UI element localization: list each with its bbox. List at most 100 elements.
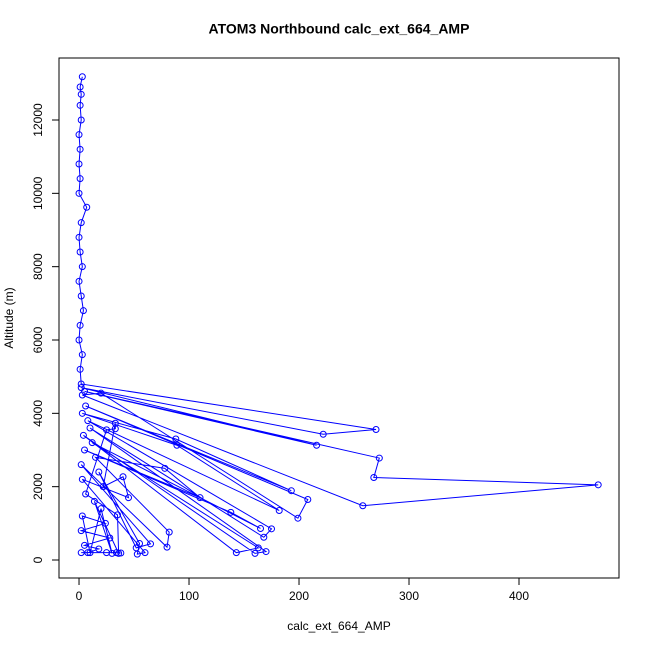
data-point <box>77 292 85 300</box>
data-point <box>133 550 141 558</box>
data-point <box>136 539 144 547</box>
data-point <box>86 549 94 557</box>
series-line <box>78 76 599 555</box>
data-point <box>84 549 92 557</box>
data-point <box>78 263 86 271</box>
data-point <box>196 494 204 502</box>
data-point <box>232 549 240 557</box>
data-point <box>76 83 84 91</box>
data-point <box>77 461 85 469</box>
y-tick-label: 6000 <box>31 326 45 353</box>
data-point <box>294 514 302 522</box>
data-point <box>86 424 94 432</box>
data-point <box>161 464 169 472</box>
data-point <box>260 533 268 541</box>
data-point <box>99 483 107 491</box>
data-point <box>125 494 133 502</box>
y-tick-label: 0 <box>31 556 45 563</box>
data-point <box>77 116 85 124</box>
data-point <box>88 439 96 447</box>
data-point <box>81 446 89 454</box>
data-point <box>76 145 84 153</box>
data-point <box>119 473 127 481</box>
data-point <box>75 131 83 139</box>
data-point <box>95 545 103 553</box>
data-point <box>77 527 85 535</box>
data-point <box>75 277 83 285</box>
data-point <box>76 248 84 256</box>
data-point <box>79 307 87 315</box>
data-point <box>112 549 120 557</box>
y-axis-label: Altitude (m) <box>2 287 16 348</box>
data-point <box>103 426 111 434</box>
y-tick-label: 8000 <box>31 253 45 280</box>
data-point <box>173 441 181 449</box>
data-point <box>75 233 83 241</box>
data-point <box>81 387 89 395</box>
data-point <box>117 549 125 557</box>
data-point <box>257 524 265 532</box>
data-point <box>78 512 86 520</box>
x-tick-label: 0 <box>76 589 83 603</box>
data-point <box>77 549 85 557</box>
data-point <box>92 453 100 461</box>
data-point <box>78 475 86 483</box>
data-point <box>319 430 327 438</box>
data-point <box>81 541 89 549</box>
data-point <box>97 389 105 397</box>
data-point <box>103 549 111 557</box>
data-point <box>90 497 98 505</box>
data-point <box>111 419 119 427</box>
y-tick-label: 2000 <box>31 473 45 500</box>
data-point <box>111 425 119 433</box>
data-point <box>372 425 380 433</box>
data-point <box>77 219 85 227</box>
data-point <box>268 525 276 533</box>
data-point <box>78 351 86 359</box>
data-point <box>262 548 270 556</box>
data-point <box>95 468 103 476</box>
data-point <box>287 487 295 495</box>
x-tick-label: 200 <box>289 589 309 603</box>
data-point <box>359 502 367 510</box>
data-point <box>304 495 312 503</box>
y-tick-label: 10000 <box>31 176 45 210</box>
data-point <box>375 454 383 462</box>
data-point <box>76 365 84 373</box>
data-point <box>313 441 321 449</box>
data-point <box>101 519 109 527</box>
data-point <box>76 175 84 183</box>
chart-title: ATOM3 Northbound calc_ext_664_AMP <box>209 21 470 37</box>
data-point <box>77 380 85 388</box>
x-tick-label: 100 <box>179 589 199 603</box>
data-point <box>163 543 171 551</box>
data-point <box>76 321 84 329</box>
data-point <box>75 189 83 197</box>
data-point <box>75 336 83 344</box>
data-point <box>75 160 83 168</box>
data-point <box>83 203 91 211</box>
y-tick-label: 12000 <box>31 103 45 137</box>
data-point <box>141 549 149 557</box>
data-point <box>251 549 259 557</box>
data-point <box>594 481 602 489</box>
data-point <box>82 490 90 498</box>
data-point <box>97 505 105 513</box>
data-point <box>76 101 84 109</box>
data-point <box>82 402 90 410</box>
data-point <box>370 473 378 481</box>
data-point <box>84 417 92 425</box>
data-point <box>79 431 87 439</box>
data-point <box>106 534 114 542</box>
data-point <box>114 511 122 519</box>
x-axis-label: calc_ext_664_AMP <box>287 619 390 633</box>
data-point <box>147 540 155 548</box>
data-point <box>78 409 86 417</box>
x-tick-label: 300 <box>399 589 419 603</box>
x-tick-label: 400 <box>509 589 529 603</box>
data-point <box>227 508 235 516</box>
data-point <box>77 90 85 98</box>
data-point <box>254 544 262 552</box>
data-point <box>78 73 86 81</box>
